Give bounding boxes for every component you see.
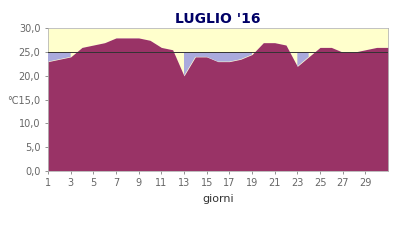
- Title: LUGLIO '16: LUGLIO '16: [175, 12, 261, 26]
- X-axis label: giorni: giorni: [202, 194, 234, 204]
